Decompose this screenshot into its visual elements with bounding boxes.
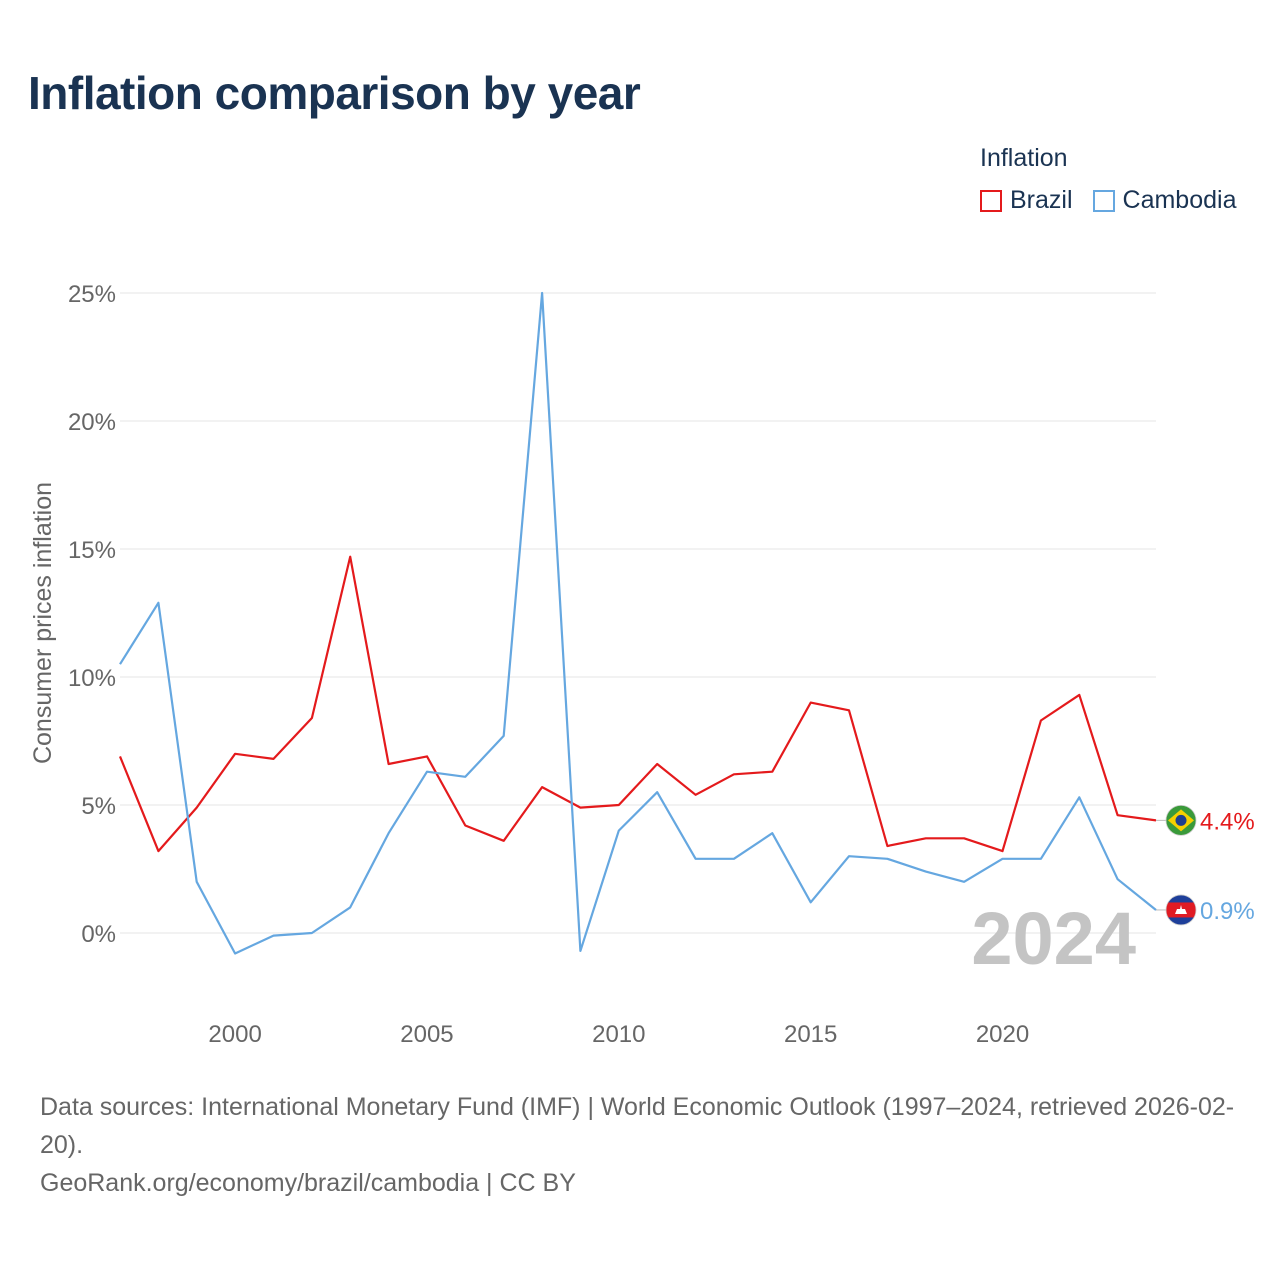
data-point-cambodia [501,733,506,738]
data-point-brazil [616,803,621,808]
data-point-cambodia [693,856,698,861]
series-brazil [118,554,1157,854]
data-point-cambodia [156,600,161,605]
footer-link[interactable]: GeoRank.org/economy/brazil/cambodia | CC… [40,1169,576,1197]
data-point-cambodia [1077,795,1082,800]
data-point-cambodia [847,854,852,859]
data-point-cambodia [923,869,928,874]
data-point-cambodia [1038,856,1043,861]
data-point-brazil [540,785,545,790]
data-point-cambodia [540,291,545,296]
chart-title: Inflation comparison by year [28,67,641,119]
end-label-cambodia: 0.9% [1200,898,1255,925]
data-point-brazil [693,792,698,797]
data-point-brazil [156,849,161,854]
data-point-brazil [770,769,775,774]
data-point-cambodia [233,951,238,956]
data-point-cambodia [1000,856,1005,861]
end-label-brazil: 4.4% [1200,808,1255,835]
data-point-brazil [1115,813,1120,818]
data-point-brazil [655,762,660,767]
data-point-cambodia [770,831,775,836]
data-point-brazil [386,762,391,767]
year-stamp: 2024 [971,897,1136,980]
data-point-brazil [463,823,468,828]
legend-label-cambodia: Cambodia [1122,186,1237,214]
data-point-cambodia [808,900,813,905]
data-point-cambodia [118,662,123,667]
data-point-cambodia [463,774,468,779]
y-axis-label: Consumer prices inflation [29,482,57,764]
data-point-cambodia [731,856,736,861]
data-point-brazil [1077,692,1082,697]
legend-item-brazil[interactable]: Brazil [980,186,1073,215]
data-point-cambodia [348,905,353,910]
x-tick-label: 2000 [208,1021,261,1048]
data-point-brazil [271,756,276,761]
legend: Brazil Cambodia [980,186,1256,215]
data-point-cambodia [885,856,890,861]
flag-brazil-icon [1165,804,1197,836]
data-point-cambodia [578,948,583,953]
x-tick-label: 2015 [784,1021,837,1048]
legend-item-cambodia[interactable]: Cambodia [1092,186,1237,215]
legend-swatch-cambodia [1092,189,1115,212]
data-point-brazil [808,700,813,705]
data-point-cambodia [616,828,621,833]
data-point-cambodia [655,790,660,795]
data-point-brazil [847,708,852,713]
data-point-cambodia [309,931,314,936]
data-point-brazil [923,836,928,841]
y-tick-label: 10% [68,665,116,692]
data-point-brazil [424,754,429,759]
data-point-cambodia [194,879,199,884]
series-line-cambodia [119,291,1157,955]
data-point-brazil [194,805,199,810]
y-tick-label: 20% [68,409,116,436]
data-point-brazil [731,772,736,777]
y-tick-label: 15% [68,537,116,564]
data-point-brazil [348,554,353,559]
data-point-brazil [962,836,967,841]
data-point-brazil [233,751,238,756]
data-point-cambodia [386,831,391,836]
legend-title: Inflation [980,144,1068,172]
footer: Data sources: International Monetary Fun… [40,1088,1250,1202]
flag-cambodia-icon [1165,894,1197,926]
y-tick-label: 0% [81,921,116,948]
data-point-brazil [118,754,123,759]
data-point-cambodia [424,769,429,774]
data-point-brazil [309,715,314,720]
legend-swatch-brazil [980,189,1002,212]
data-point-brazil [1038,718,1043,723]
x-tick-label: 2005 [400,1021,453,1048]
series-cambodia [118,291,1157,956]
series-line-brazil [118,555,1157,853]
legend-label-brazil: Brazil [1010,186,1073,214]
footer-sources: Data sources: International Monetary Fun… [40,1093,1235,1159]
x-tick-label: 2010 [592,1021,645,1048]
data-point-brazil [1000,849,1005,854]
y-tick-label: 5% [81,793,116,820]
data-point-brazil [885,843,890,848]
x-tick-label: 2020 [976,1021,1029,1048]
data-point-brazil [501,838,506,843]
y-tick-label: 25% [68,281,116,308]
data-point-cambodia [1115,877,1120,882]
data-point-cambodia [962,879,967,884]
data-point-cambodia [271,933,276,938]
data-point-brazil [578,805,583,810]
